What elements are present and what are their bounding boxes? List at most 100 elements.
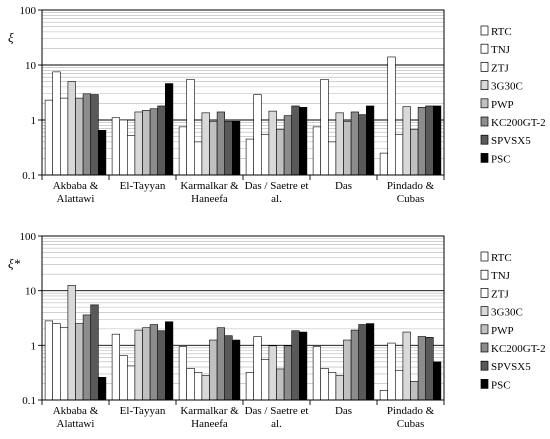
bar bbox=[232, 339, 241, 401]
bar bbox=[327, 141, 337, 176]
bar bbox=[98, 129, 107, 176]
bar bbox=[268, 110, 277, 176]
bar bbox=[142, 327, 151, 401]
bar bbox=[224, 120, 233, 176]
bar bbox=[387, 342, 396, 401]
y-tick-label: 1 bbox=[31, 115, 37, 127]
bar bbox=[358, 324, 367, 401]
bar bbox=[365, 105, 375, 176]
bar bbox=[410, 128, 419, 176]
legend-label: ZTJ bbox=[491, 62, 509, 74]
category-label: Das bbox=[335, 405, 352, 417]
bar bbox=[253, 94, 262, 176]
category-label: Akbaba & bbox=[53, 405, 99, 417]
legend-label: SPVSX5 bbox=[491, 361, 531, 373]
legend-label: RTC bbox=[491, 252, 512, 264]
category-label: Akbaba & bbox=[53, 180, 99, 192]
y-tick-label: 10 bbox=[25, 60, 37, 72]
legend-swatch bbox=[480, 269, 489, 280]
bar bbox=[90, 304, 99, 401]
bar bbox=[417, 107, 427, 176]
legend-label: PWP bbox=[491, 325, 514, 337]
bar bbox=[52, 71, 61, 176]
bar bbox=[394, 369, 404, 401]
bar bbox=[283, 115, 293, 176]
legend-label: PSC bbox=[491, 153, 511, 165]
bar bbox=[260, 359, 270, 401]
bar bbox=[111, 117, 120, 176]
legend-label: PWP bbox=[491, 99, 514, 111]
bar bbox=[52, 323, 61, 401]
bar bbox=[283, 345, 293, 401]
bar bbox=[44, 99, 53, 176]
legend-swatch bbox=[480, 134, 489, 145]
category-label: El-Tayyan bbox=[120, 180, 166, 192]
bar bbox=[245, 372, 255, 401]
legend-label: TNJ bbox=[491, 44, 511, 56]
legend-label: TNJ bbox=[491, 270, 511, 282]
bar bbox=[67, 81, 76, 176]
bar bbox=[216, 327, 226, 401]
bar bbox=[298, 331, 308, 401]
bar bbox=[142, 110, 151, 176]
category-label: al. bbox=[271, 193, 282, 205]
legend-swatch bbox=[480, 251, 489, 262]
category-label: Alattawi bbox=[57, 193, 95, 205]
bar bbox=[149, 108, 159, 176]
bar bbox=[276, 128, 285, 176]
category-label: Cubas bbox=[397, 193, 425, 205]
bar bbox=[425, 105, 434, 176]
bar bbox=[379, 152, 389, 176]
bar bbox=[245, 138, 255, 176]
y-axis-label: ξ bbox=[8, 30, 14, 45]
bar bbox=[216, 111, 226, 176]
bar bbox=[82, 314, 91, 401]
plot-area-frame bbox=[41, 235, 445, 401]
legend-swatch bbox=[480, 288, 489, 298]
bar bbox=[157, 105, 166, 176]
bar bbox=[127, 365, 136, 401]
category-label: Pindado & bbox=[387, 180, 435, 192]
category-label: Haneefa bbox=[191, 418, 228, 430]
bar bbox=[178, 126, 188, 176]
bar bbox=[44, 320, 53, 401]
category-label: El-Tayyan bbox=[120, 405, 166, 417]
legend-label: KC200GT-2 bbox=[491, 343, 546, 355]
bar bbox=[312, 346, 322, 401]
bar bbox=[268, 345, 277, 401]
y-tick-label: 10 bbox=[25, 286, 37, 298]
bar bbox=[165, 321, 174, 401]
legend-swatch bbox=[480, 25, 489, 36]
bar bbox=[119, 119, 128, 176]
legend-label: KC200GT-2 bbox=[491, 117, 546, 129]
bar bbox=[194, 141, 203, 176]
bar bbox=[387, 56, 396, 176]
bar bbox=[291, 105, 300, 176]
category-label: al. bbox=[271, 418, 282, 430]
bar bbox=[432, 361, 442, 401]
category-label: Karmalkar & bbox=[180, 180, 239, 192]
bar bbox=[59, 327, 69, 401]
bar bbox=[291, 330, 300, 401]
bar bbox=[276, 368, 285, 401]
bar bbox=[127, 135, 136, 176]
bar bbox=[253, 336, 262, 401]
legend-label: SPVSX5 bbox=[491, 135, 531, 147]
legend-swatch bbox=[480, 379, 489, 389]
bar bbox=[119, 355, 128, 401]
bar bbox=[402, 331, 411, 401]
legend-swatch bbox=[480, 306, 489, 316]
bar bbox=[232, 120, 241, 176]
category-label: Das / Saetre et bbox=[245, 180, 309, 192]
bar bbox=[320, 368, 329, 401]
category-label: Alattawi bbox=[57, 418, 95, 430]
bar bbox=[327, 372, 337, 401]
legend-label: ZTJ bbox=[491, 288, 509, 300]
bar bbox=[186, 78, 195, 176]
y-axis-label: ξ* bbox=[8, 256, 21, 271]
bar bbox=[201, 375, 210, 401]
category-label: Karmalkar & bbox=[180, 405, 239, 417]
legend-swatch bbox=[480, 324, 489, 335]
bar bbox=[358, 114, 367, 176]
bar bbox=[379, 390, 389, 401]
